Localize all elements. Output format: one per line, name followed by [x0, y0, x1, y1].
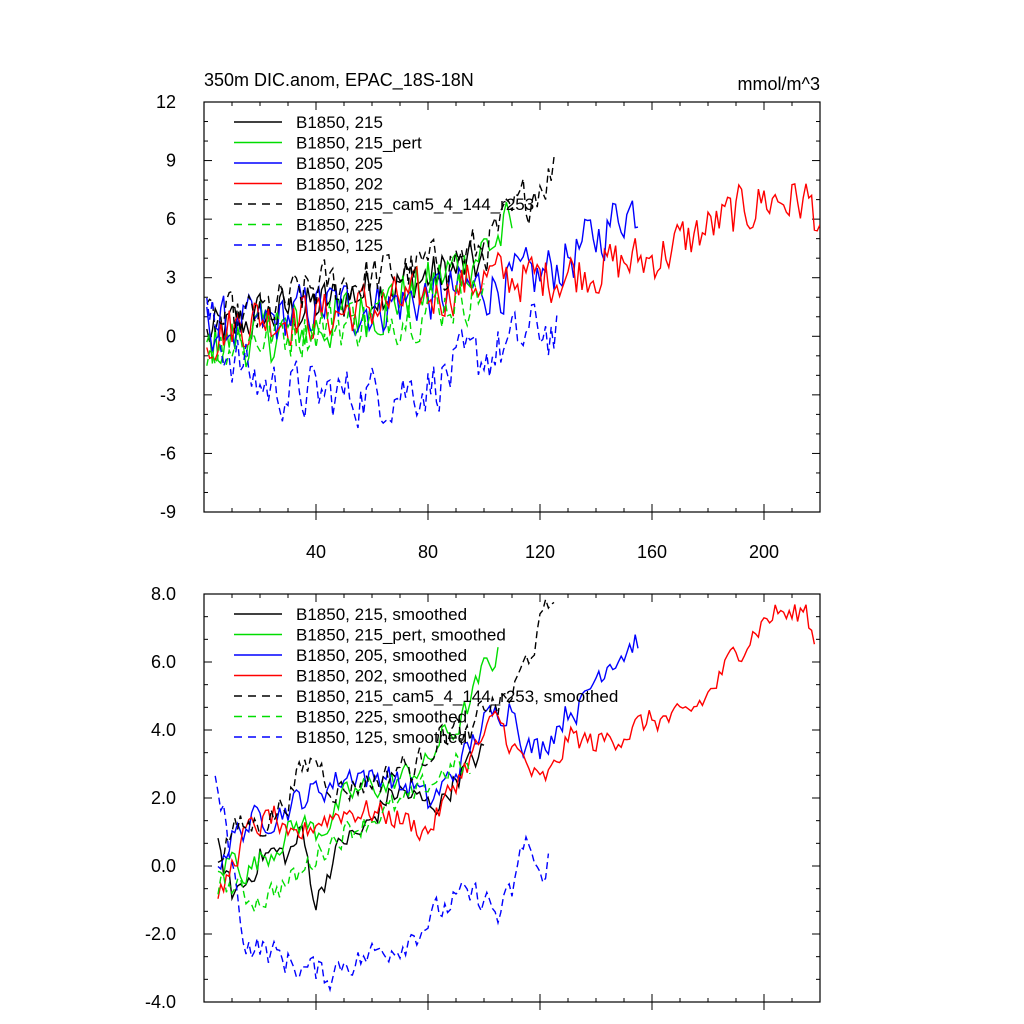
x-tick-label: 40	[306, 542, 326, 562]
series-line	[206, 183, 820, 361]
series-line	[217, 596, 555, 864]
bottom-panel: -4.0 -2.0 0.0 2.0 4.0 6.0 8.0 B1850, 215, smoot…	[145, 584, 821, 1012]
x-tick-label: 120	[525, 542, 555, 562]
legend-label: B1850, 202	[296, 175, 383, 194]
series-line	[206, 297, 558, 429]
x-tick-label: 160	[637, 542, 667, 562]
legend-label: B1850, 215_pert	[296, 134, 422, 153]
top-panel: -9 -6 -3 0 3 6 9 12 40 80 120 160 200 B1850, 215 B1850…	[156, 92, 821, 562]
x-tick-label: 200	[749, 542, 779, 562]
y-tick-label: 0	[166, 326, 176, 346]
y-tick-label: 3	[166, 268, 176, 288]
legend-label: B1850, 215_pert, smoothed	[296, 626, 506, 645]
series-line	[206, 200, 639, 352]
legend-label: B1850, 202, smoothed	[296, 667, 467, 686]
y-tick-label: -4.0	[145, 992, 176, 1012]
series-line	[217, 743, 485, 911]
y-tick-label: 9	[166, 151, 176, 171]
legend-label: B1850, 205	[296, 154, 383, 173]
series-line	[206, 157, 555, 334]
series-line	[217, 751, 471, 914]
legend-label: B1850, 225	[296, 216, 383, 235]
y-tick-label: 6	[166, 209, 176, 229]
y-tick-label: 0.0	[151, 856, 176, 876]
series-line	[217, 634, 639, 871]
y-tick-label: -2.0	[145, 924, 176, 944]
y-tick-label: 12	[156, 92, 176, 112]
y-tick-label: 8.0	[151, 584, 176, 604]
legend-label: B1850, 215	[296, 113, 383, 132]
legend-label: B1850, 205, smoothed	[296, 646, 467, 665]
y-tick-label: 2.0	[151, 788, 176, 808]
legend-label: B1850, 225, smoothed	[296, 708, 467, 727]
legend-label: B1850, 125	[296, 236, 383, 255]
legend-label: B1850, 215, smoothed	[296, 605, 467, 624]
legend-label: B1850, 125, smoothed	[296, 728, 467, 747]
series-line	[217, 604, 816, 899]
y-tick-label: 6.0	[151, 652, 176, 672]
units-label: mmol/m^3	[738, 74, 820, 94]
x-tick-label: 80	[418, 542, 438, 562]
y-tick-label: 4.0	[151, 720, 176, 740]
series-line	[206, 240, 485, 343]
series-line	[214, 775, 550, 993]
y-tick-label: -3	[160, 385, 176, 405]
y-tick-label: -6	[160, 443, 176, 463]
legend-label: B1850, 215_cam5_4_144_r253	[296, 195, 534, 214]
series-line	[217, 647, 499, 885]
series-line	[206, 272, 485, 367]
y-tick-label: -9	[160, 502, 176, 522]
chart-title: 350m DIC.anom, EPAC_18S-18N	[204, 70, 474, 91]
legend-label: B1850, 215_cam5_4_144_r253, smoothed	[296, 687, 618, 706]
